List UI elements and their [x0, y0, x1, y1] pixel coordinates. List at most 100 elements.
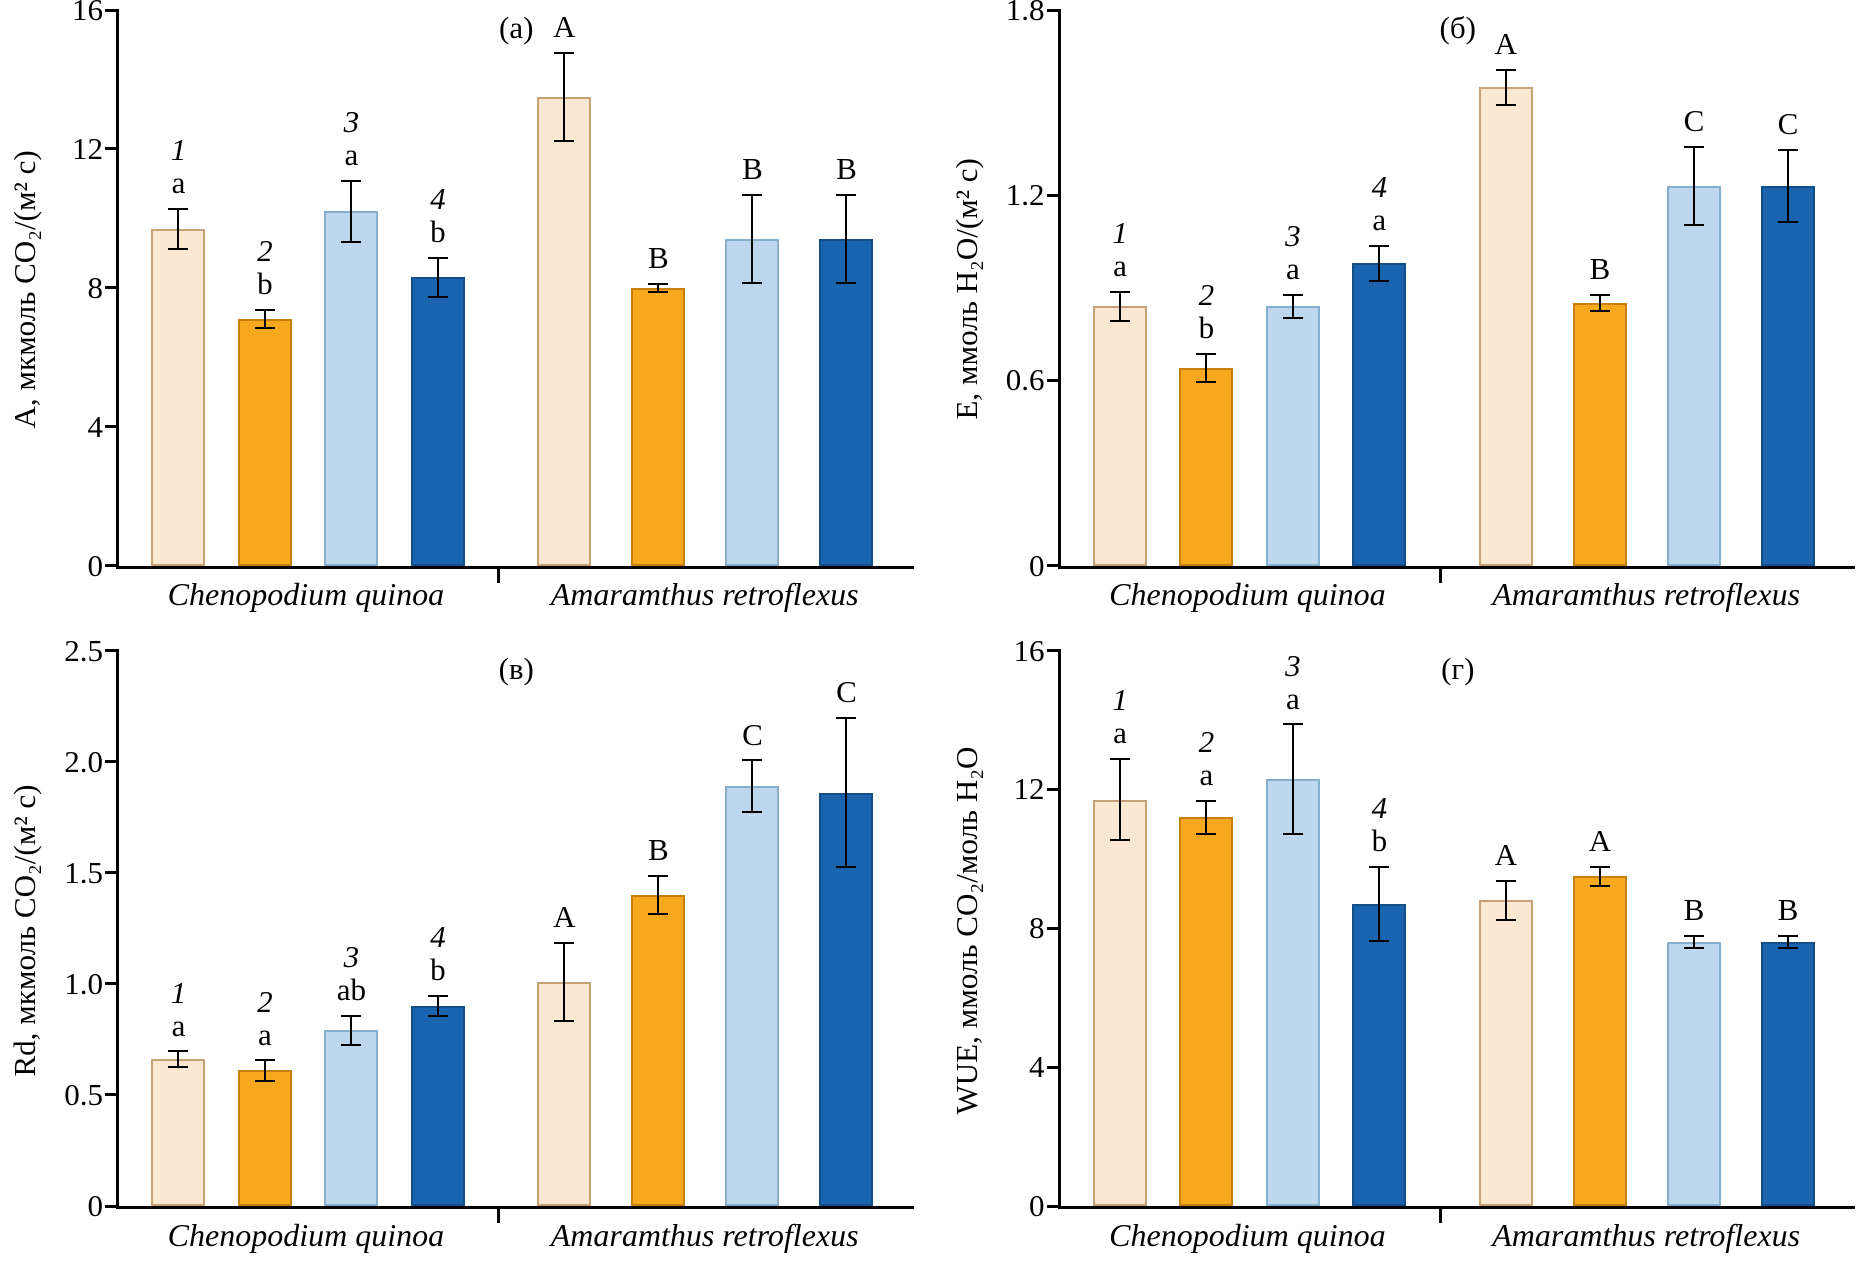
- category-label: Amaramthus retroflexus: [550, 576, 859, 612]
- error-bar: [1282, 293, 1303, 319]
- y-axis-title: Rd, мкмоль CO₂/(м² с): [7, 783, 42, 1076]
- error-bar-stem: [1786, 935, 1789, 950]
- treatment-number-label: 1: [1112, 215, 1128, 251]
- category-divider-tick: [497, 568, 501, 583]
- bar-slot: C: [1760, 10, 1815, 566]
- category-group: 1 a 2 a 3 ab 4 b: [119, 651, 497, 1206]
- plot-area: (в) 0 0.5 1.0 1.5 2.0 2.5 1 a 2 a 3 ab 4 b A B C C: [64, 633, 914, 1223]
- significance-letter: C: [836, 674, 857, 710]
- bar-series-1: [1092, 799, 1147, 1206]
- error-bar: [341, 1014, 362, 1047]
- error-bar-stem: [845, 194, 848, 285]
- error-bar-cap-top: [1495, 879, 1516, 882]
- treatment-number-label: 3: [1285, 218, 1301, 254]
- treatment-number-label: 2: [257, 983, 273, 1019]
- error-bar: [836, 194, 857, 285]
- error-bar-cap-top: [341, 180, 362, 183]
- bar-series-2: [1179, 817, 1234, 1206]
- y-tick-mark: [1046, 564, 1061, 567]
- error-bar-cap-bottom: [168, 1066, 189, 1069]
- x-axis-labels: Chenopodium quinoa Amaramthus retroflexus: [116, 1209, 914, 1261]
- error-bar: [168, 207, 189, 250]
- bar-annotation: A: [1589, 824, 1611, 858]
- error-bar-stem: [751, 759, 754, 813]
- bar-slot: A: [1478, 651, 1533, 1206]
- y-tick-label: 1.0: [64, 965, 103, 1001]
- y-tick-label: 2.5: [64, 632, 103, 668]
- error-bar: [1589, 293, 1610, 313]
- error-bar-cap-bottom: [836, 282, 857, 285]
- error-bar-stem: [1692, 935, 1695, 950]
- y-tick-label: 1.5: [64, 854, 103, 890]
- treatment-number-label: 4: [1371, 790, 1388, 826]
- bar-series-2: [1179, 368, 1234, 566]
- error-bar: [648, 282, 669, 293]
- error-bar-cap-bottom: [648, 290, 669, 293]
- y-axis-column: WUE, ммоль CO₂/моль H₂O: [944, 651, 990, 1262]
- error-bar: [1369, 244, 1390, 282]
- error-bar-cap-top: [1589, 293, 1610, 296]
- panel-label: (г): [1441, 650, 1475, 686]
- bar-series-4: [1760, 942, 1815, 1206]
- error-bar-stem: [263, 308, 266, 330]
- error-bar: [554, 941, 575, 1022]
- panel-label: (б): [1439, 10, 1476, 45]
- plot-wrap: (г) 0 4 8 12 16 1 a 2 a 3 a 4 b A A B B Chenopodium quinoa…: [990, 633, 1862, 1262]
- error-bar-cap-top: [1109, 758, 1130, 761]
- error-bar-stem: [1378, 865, 1381, 943]
- bar-annotation: C: [1778, 107, 1799, 141]
- category-label: Amaramthus retroflexus: [1492, 576, 1801, 612]
- y-tick-mark: [1046, 1065, 1061, 1069]
- y-tick-mark: [105, 1204, 119, 1208]
- y-tick-label: 0: [1029, 547, 1045, 583]
- error-bar-cap-bottom: [1495, 919, 1516, 922]
- significance-letter: b: [1198, 309, 1215, 345]
- error-bar: [1109, 758, 1130, 842]
- error-bar: [1109, 290, 1130, 322]
- y-tick-mark: [1046, 787, 1061, 791]
- significance-letter: ab: [336, 972, 366, 1008]
- bar-series-3: [324, 211, 379, 566]
- error-bar: [341, 180, 362, 243]
- chart-panel-a: A, мкмоль CO₂/(м² с) (а) 0 4 8 12 16 1 a 2 b 3 a 4 b A B…: [2, 0, 920, 621]
- category-divider-tick: [1438, 568, 1442, 583]
- error-bar-stem: [436, 994, 439, 1018]
- y-tick-mark: [105, 8, 119, 12]
- y-tick-label: 0: [87, 1188, 104, 1223]
- error-bar-stem: [1205, 352, 1208, 384]
- y-tick-label: 2.0: [64, 743, 103, 779]
- bar-series-1: [151, 228, 206, 566]
- significance-letter: B: [836, 151, 857, 187]
- significance-letter: a: [1372, 201, 1387, 237]
- error-bar: [1369, 865, 1390, 943]
- bar-series-1: [1478, 87, 1533, 566]
- error-bar-cap-bottom: [554, 1019, 575, 1022]
- error-bar-stem: [1786, 148, 1789, 223]
- bar-slot: C: [1666, 10, 1721, 566]
- bar-annotation: B: [1778, 893, 1799, 927]
- y-tick-label: 12: [72, 130, 103, 166]
- error-bar: [254, 308, 275, 330]
- y-tick-mark: [1046, 378, 1061, 382]
- bar-series-4: [1760, 185, 1815, 566]
- bar-groups: 1 a 2 a 3 ab 4 b A B C C: [119, 651, 914, 1206]
- error-bar-cap-bottom: [1777, 947, 1798, 950]
- bar-series-1: [1478, 900, 1533, 1206]
- error-bar: [427, 994, 448, 1018]
- x-axis-labels: Chenopodium quinoa Amaramthus retroflexus: [116, 569, 914, 621]
- bar-slot: C: [725, 651, 780, 1206]
- error-bar-cap-bottom: [341, 1044, 362, 1047]
